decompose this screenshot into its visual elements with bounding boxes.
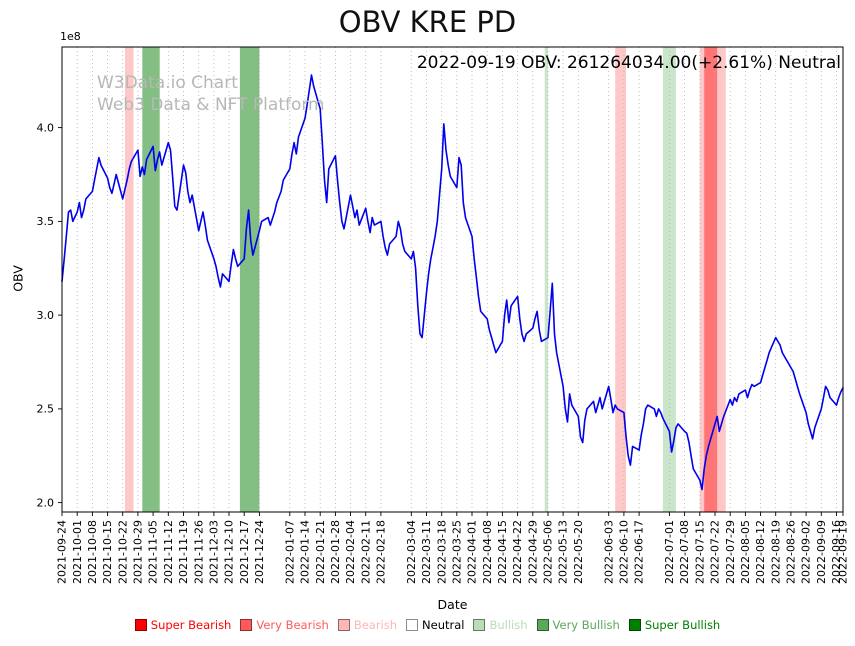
y-tick-label: 2.0 — [37, 496, 55, 509]
x-tick-label: 2022-04-01 — [466, 520, 479, 584]
legend-swatch-super_bearish — [134, 619, 147, 631]
y-tick-label: 4.0 — [37, 121, 55, 134]
x-tick-label: 2022-03-18 — [435, 520, 448, 584]
legend-label-very_bullish: Very Bullish — [552, 618, 620, 632]
x-tick-label: 2021-10-29 — [132, 520, 145, 584]
x-tick-label: 2022-07-01 — [663, 520, 676, 584]
x-tick-label: 2022-07-29 — [724, 520, 737, 584]
x-tick-label: 2022-09-16 — [830, 520, 843, 584]
legend-label-bullish: Bullish — [489, 618, 528, 632]
x-tick-label: 2022-04-29 — [526, 520, 539, 584]
legend-swatch-very_bearish — [240, 619, 253, 631]
signal-band-bearish — [124, 47, 134, 512]
y-tick-label: 3.0 — [37, 309, 55, 322]
x-tick-label: 2022-08-05 — [739, 520, 752, 584]
x-tick-label: 2022-08-12 — [754, 520, 767, 584]
watermark-line2: Web3 Data & NFT Platform — [97, 95, 325, 116]
x-tick-label: 2022-05-20 — [572, 520, 585, 584]
x-tick-label: 2022-01-21 — [314, 520, 327, 584]
x-tick-label: 2022-06-10 — [618, 520, 631, 584]
x-axis-label: Date — [437, 597, 468, 612]
legend-label-bearish: Bearish — [353, 618, 398, 632]
x-tick-label: 2022-05-06 — [542, 520, 555, 584]
x-tick-label: 2022-08-26 — [785, 520, 798, 584]
legend-label-super_bullish: Super Bullish — [644, 618, 721, 632]
x-tick-label: 2021-10-01 — [71, 520, 84, 584]
x-tick-label: 2022-04-15 — [496, 520, 509, 584]
x-tick-label: 2022-09-02 — [800, 520, 813, 584]
axes-frame — [61, 46, 844, 513]
legend-swatch-bullish — [473, 619, 486, 631]
legend-item-bearish: Bearish — [337, 618, 398, 632]
x-tick-label: 2022-02-18 — [375, 520, 388, 584]
signal-band-very_bearish — [704, 47, 718, 512]
legend-label-very_bearish: Very Bearish — [256, 618, 329, 632]
x-tick-label: 2022-01-28 — [329, 520, 342, 584]
x-tick-label: 2021-12-24 — [253, 520, 266, 584]
x-tick-label: 2021-11-12 — [162, 520, 175, 584]
legend-swatch-very_bullish — [536, 619, 549, 631]
y-tick-label: 3.5 — [37, 215, 55, 228]
x-tick-label: 2021-11-19 — [177, 520, 190, 584]
x-tick-label: 2022-09-09 — [815, 520, 828, 584]
x-tick-label: 2021-11-05 — [147, 520, 160, 584]
legend-swatch-neutral — [406, 619, 419, 631]
x-tick-label: 2022-02-04 — [344, 520, 357, 584]
x-tick-label: 2021-10-22 — [116, 520, 129, 584]
x-tick-label: 2021-12-17 — [238, 520, 251, 584]
x-tick-label: 2021-11-26 — [192, 520, 205, 584]
x-tick-label: 2022-03-25 — [450, 520, 463, 584]
x-tick-label: 2021-09-24 — [56, 520, 69, 584]
obv-line — [61, 74, 844, 491]
y-axis-label: OBV — [10, 265, 26, 292]
watermark-line1: W3Data.io Chart — [97, 73, 238, 93]
x-tick-label: 2022-02-11 — [359, 520, 372, 584]
x-tick-label: 2022-07-22 — [709, 520, 722, 584]
x-tick-label: 2022-09-19 — [837, 520, 850, 584]
legend-label-super_bearish: Super Bearish — [150, 618, 232, 632]
x-tick-label: 2022-01-07 — [283, 520, 296, 584]
y-tick-label: 2.5 — [37, 403, 55, 416]
x-tick-label: 2022-06-17 — [633, 520, 646, 584]
y-axis-offset-label: 1e8 — [60, 30, 81, 43]
legend-swatch-super_bullish — [628, 619, 641, 631]
x-tick-label: 2022-08-19 — [769, 520, 782, 584]
x-tick-label: 2021-12-03 — [208, 520, 221, 584]
legend-item-super_bearish: Super Bearish — [134, 618, 232, 632]
legend-item-bullish: Bullish — [473, 618, 528, 632]
x-tick-label: 2021-10-15 — [101, 520, 114, 584]
chart-subtitle: 2022-09-19 OBV: 261264034.00(+2.61%) Neu… — [416, 53, 841, 73]
x-tick-label: 2022-05-13 — [557, 520, 570, 584]
x-tick-label: 2021-12-10 — [223, 520, 236, 584]
watermark: W3Data.io Chart Web3 Data & NFT Platform — [97, 72, 325, 117]
legend-label-neutral: Neutral — [422, 618, 465, 632]
x-tick-label: 2022-01-14 — [299, 520, 312, 584]
signal-band-bearish — [615, 47, 626, 512]
x-tick-label: 2022-07-15 — [693, 520, 706, 584]
x-tick-label: 2022-06-03 — [602, 520, 615, 584]
x-tick-label: 2022-07-08 — [678, 520, 691, 584]
x-tick-label: 2022-04-22 — [511, 520, 524, 584]
signal-band-bullish — [544, 47, 548, 512]
legend-item-very_bullish: Very Bullish — [536, 618, 620, 632]
legend-item-neutral: Neutral — [406, 618, 464, 632]
legend-item-super_bullish: Super Bullish — [628, 618, 721, 632]
x-tick-label: 2021-10-08 — [86, 520, 99, 584]
legend: Super Bearish Very Bearish Bearish Neutral B… — [0, 618, 855, 632]
legend-swatch-bearish — [337, 619, 350, 631]
chart-title: OBV KRE PD — [338, 5, 517, 39]
x-tick-label: 2022-03-04 — [405, 520, 418, 584]
x-tick-label: 2022-03-11 — [420, 520, 433, 584]
x-tick-label: 2022-04-08 — [481, 520, 494, 584]
signal-band-very_bullish — [239, 47, 260, 512]
legend-item-very_bearish: Very Bearish — [240, 618, 329, 632]
